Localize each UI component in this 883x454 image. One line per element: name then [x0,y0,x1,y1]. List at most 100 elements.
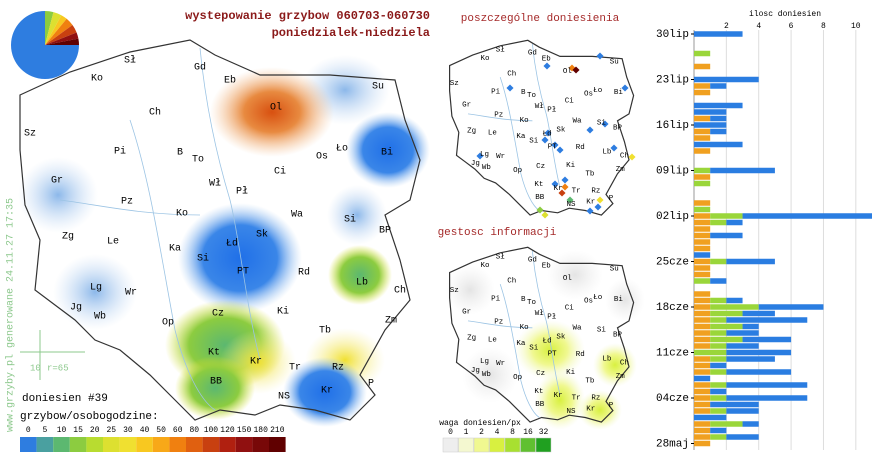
bar [694,200,711,206]
bar [726,395,808,401]
density-legend-label: 2 [479,428,484,437]
city-label: Ka [169,244,181,255]
pie-slice [45,38,79,45]
x-tick-label: 8 [821,22,826,31]
swatch [269,437,286,452]
bar [726,258,775,265]
city-label: Rd [298,267,310,279]
city-label: Ko [520,117,530,125]
city-label: Pł [547,314,557,322]
report-dot [610,144,618,152]
report-dot [566,196,574,204]
city-label: Sz [450,287,459,295]
city-label: Wb [482,164,491,172]
city-label: Wa [573,324,583,332]
y-tick-label: 23lip [656,74,689,86]
city-label: P [609,402,614,410]
city-label: Ko [481,55,491,63]
city-label: Pi [114,146,126,158]
swatch [219,437,236,452]
legend-label: 120 [220,426,235,435]
report-dot [628,153,636,161]
subtitle: poniedzialek-niedziela [272,26,430,40]
city-label: Łd [226,238,238,250]
swatch [473,437,490,453]
scale-length: 10 [30,363,41,373]
bar [694,206,711,213]
city-label: Ło [593,87,603,95]
swatch [36,437,54,452]
density-legend-label: 8 [510,428,515,437]
city-label: To [527,92,537,100]
x-tick-label: 2 [724,22,729,31]
bar [726,369,792,375]
bar [710,213,743,219]
city-label: BP [613,125,623,133]
city-label: Wa [291,210,303,221]
bar [694,50,711,57]
river [59,47,261,411]
legend-label: 20 [90,426,100,435]
report-dot [543,62,551,70]
bar [694,167,711,174]
city-label: Rz [591,188,600,196]
blob [515,320,585,380]
city-label: Zm [616,373,626,381]
report-dot [476,152,484,160]
map-outline [448,39,635,216]
report-dot [544,129,552,137]
density-title: gestosc informacji [438,227,557,239]
bar [726,382,808,388]
bar [694,148,711,154]
city-label: Ka [516,133,526,141]
border [448,39,635,216]
swatch [152,437,170,452]
reports-title: poszczególne doniesienia [461,13,620,25]
bar [694,122,727,128]
report-dot [621,84,629,92]
swatch [186,437,203,452]
city-label: Eb [542,263,551,271]
bar [710,408,727,414]
legend-label: 180 [253,426,268,435]
pie-slice [45,12,62,45]
bar [710,427,727,434]
city-label: Wb [482,371,491,379]
bar [726,349,792,356]
city-label: Ch [620,152,629,160]
intensity-map [18,55,430,427]
city-label: Rz [591,395,600,403]
pie-slice [45,11,54,45]
border [19,39,421,421]
city-label: Kt [534,388,543,396]
bar [726,219,743,226]
bar [694,395,711,401]
bar [694,89,711,96]
city-label: Zg [467,334,476,342]
report-dot [572,66,580,74]
city-label: Pz [121,197,133,208]
pie-slice [45,32,79,45]
y-tick-label: 30lip [656,29,689,41]
bar [694,349,727,356]
city-label: B [177,148,183,159]
bar [694,31,743,37]
city-label: Sk [256,229,268,241]
bar [726,343,759,349]
bar [758,304,824,310]
bar [694,440,711,447]
city-label: Lg [480,151,489,159]
city-label: Tb [585,378,594,386]
bar [694,278,711,284]
pie-slice [45,25,77,45]
city-label: Bi [614,89,624,97]
city-label: Si [597,120,607,128]
city-label: Wr [125,288,137,299]
swatch [86,437,103,452]
city-label: Kr [554,185,563,193]
bar [694,375,711,382]
legend-label: 150 [237,426,252,435]
blob [535,370,585,430]
credit: www.grzyby.pl generowane 24.11.27 17:35 [5,198,17,432]
city-label: Ol [563,68,573,76]
